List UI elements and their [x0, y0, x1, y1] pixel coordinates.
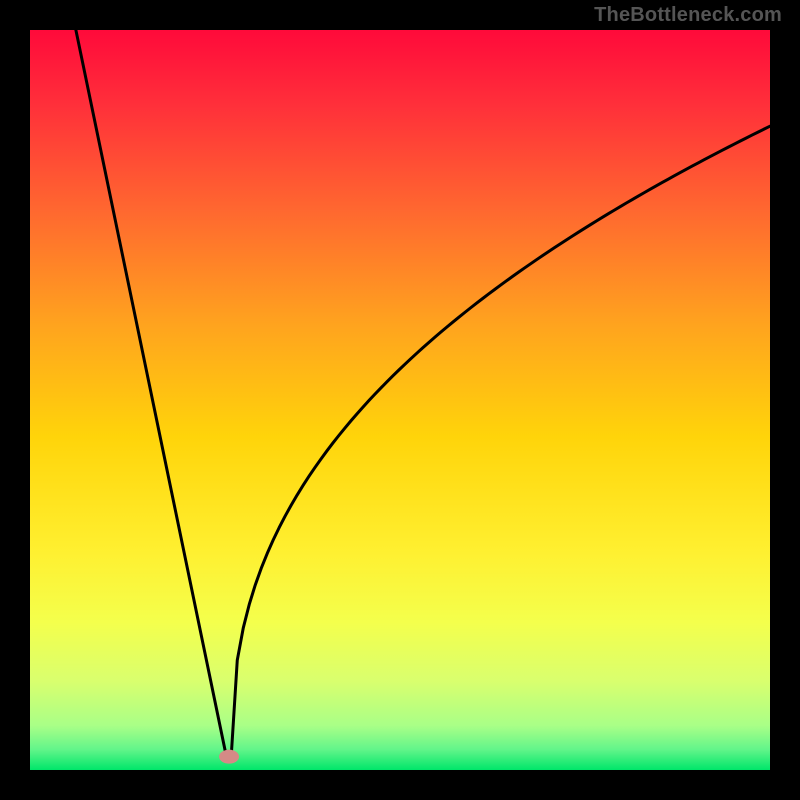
chart-frame: TheBottleneck.com: [0, 0, 800, 800]
plot-background: [30, 30, 770, 770]
minimum-marker: [219, 750, 239, 764]
watermark-text: TheBottleneck.com: [594, 4, 782, 27]
bottleneck-chart: [0, 0, 800, 800]
